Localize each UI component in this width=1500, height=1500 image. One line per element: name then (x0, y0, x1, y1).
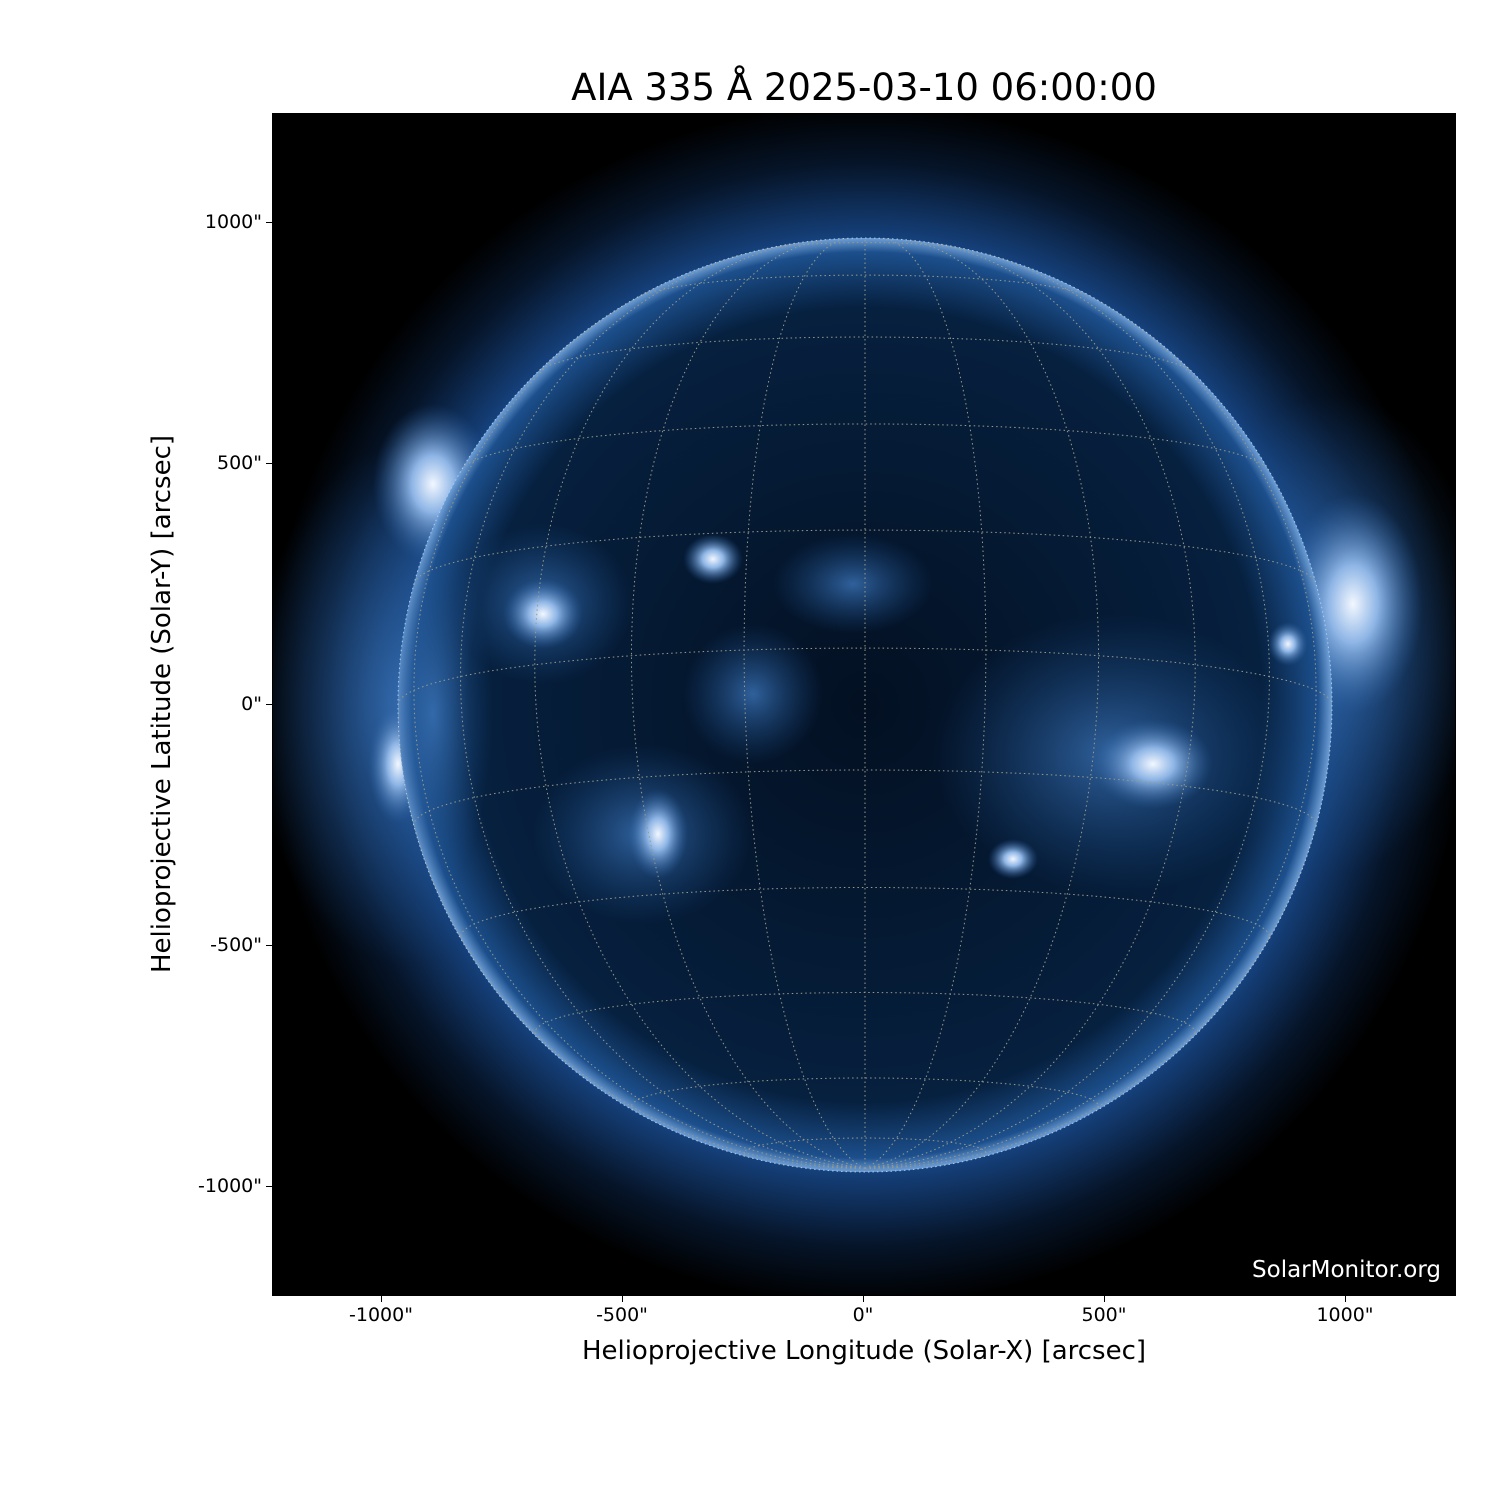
plot-title: AIA 335 Å 2025-03-10 06:00:00 (571, 66, 1157, 109)
sun-image (273, 114, 1455, 1295)
x-axis-label: Helioprojective Longitude (Solar-X) [arc… (581, 1336, 1147, 1366)
y-tick-label: 1000" (204, 211, 262, 233)
grid-line (864, 704, 1332, 1169)
grid-line (413, 529, 1317, 584)
grid-line (864, 247, 1270, 1169)
grid-line (864, 238, 987, 1169)
x-tick-label: -1000" (349, 1304, 413, 1326)
heliographic-grid (398, 238, 1332, 1169)
x-tick-label: 0" (852, 1304, 874, 1326)
y-tick-label: 500" (216, 452, 262, 474)
solar-image-axes: SolarMonitor.org (272, 113, 1456, 1296)
x-tick-mark (381, 1296, 382, 1302)
grid-line (398, 704, 866, 1169)
grid-line (460, 247, 866, 1169)
credit-label: SolarMonitor.org (1252, 1257, 1441, 1283)
grid-line (864, 241, 1196, 1169)
y-tick-label: 0" (241, 693, 262, 715)
grid-line (534, 992, 1196, 1039)
grid-line (631, 239, 866, 1169)
x-tick-label: 1000" (1316, 1304, 1374, 1326)
grid-line (758, 242, 972, 251)
x-tick-mark (622, 1296, 623, 1302)
x-tick-label: 500" (1081, 1304, 1127, 1326)
grid-line (631, 1077, 1099, 1113)
y-axis-label: Helioprojective Latitude (Solar-Y) [arcs… (147, 434, 177, 974)
y-tick-mark (266, 1186, 272, 1187)
y-tick-mark (266, 463, 272, 464)
grid-line (743, 238, 866, 1169)
x-tick-mark (1104, 1296, 1105, 1302)
grid-line (864, 239, 1099, 1169)
x-tick-label: -500" (596, 1304, 648, 1326)
grid-line (637, 274, 1093, 298)
x-tick-mark (863, 1296, 864, 1302)
y-tick-mark (266, 222, 272, 223)
grid-line (534, 241, 866, 1169)
grid-line (461, 423, 1269, 470)
grid-line (398, 647, 1332, 706)
grid-line (864, 281, 1317, 1169)
y-tick-label: -500" (210, 934, 262, 956)
y-tick-label: -1000" (198, 1175, 262, 1197)
grid-line (413, 281, 866, 1169)
x-tick-mark (1345, 1296, 1346, 1302)
y-tick-mark (266, 704, 272, 705)
y-tick-mark (266, 945, 272, 946)
